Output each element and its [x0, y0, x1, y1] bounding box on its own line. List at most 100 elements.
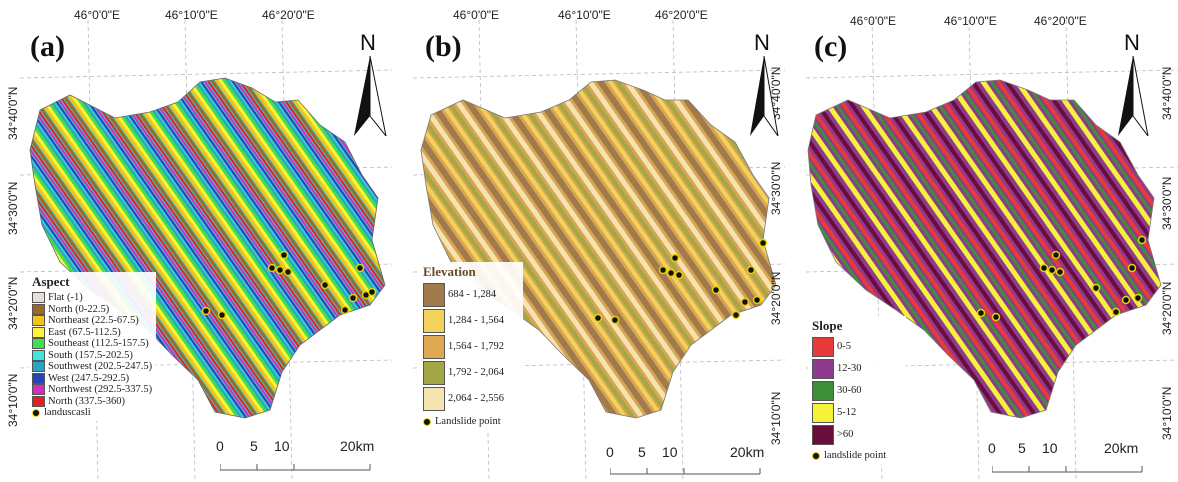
- legend-item: East (67.5-112.5): [32, 327, 152, 339]
- slope-map: [805, 19, 1178, 481]
- legend-item-label: Flat (-1): [48, 292, 83, 303]
- legend-item-label: 5-12: [837, 407, 857, 418]
- legend-item: 1,564 - 1,792: [423, 334, 519, 360]
- slope-legend: Slope 0-5 12-30 30-60 5-12 >60 landslide poi…: [808, 316, 906, 464]
- legend-swatch: [32, 349, 45, 361]
- legend-item-label: South (157.5-202.5): [48, 349, 133, 361]
- legend-swatch: [812, 403, 834, 423]
- legend-title: Elevation: [423, 264, 476, 279]
- legend-item-label: 1,792 - 2,064: [448, 367, 504, 378]
- legend-item-label: 684 - 1,284: [448, 289, 497, 300]
- legend-item: North (337.5-360): [32, 396, 152, 408]
- landslide-points-c: [976, 235, 1147, 322]
- lat-label: 34°20'0"N: [1160, 281, 1174, 335]
- legend-item: 5-12: [812, 402, 902, 424]
- legend-item: 30-60: [812, 380, 902, 402]
- legend-item-label: North (0-22.5): [48, 303, 110, 315]
- scale-label: 0: [988, 440, 996, 456]
- legend-point-row: Landslide point: [423, 416, 519, 428]
- legend-item-label: East (67.5-112.5): [48, 326, 121, 338]
- legend-item: North (0-22.5): [32, 304, 152, 316]
- lon-label: 46°0'0"E: [453, 8, 500, 22]
- scale-label: 20km: [340, 438, 375, 454]
- legend-item: Northwest (292.5-337.5): [32, 384, 152, 396]
- legend-swatch: [32, 395, 45, 407]
- legend-point-label: Landslide point: [435, 416, 501, 427]
- legend-swatch: [32, 292, 45, 304]
- legend-point-row: landslide point: [812, 450, 902, 462]
- scale-label: 20km: [730, 444, 765, 460]
- lat-label: 34°40'0"N: [1160, 66, 1174, 120]
- legend-item: Flat (-1): [32, 292, 152, 304]
- lat-label: 34°40'0"N: [6, 86, 20, 140]
- legend-item-label: 1,564 - 1,792: [448, 341, 504, 352]
- landslide-points-a: [201, 250, 377, 320]
- lon-label: 46°0'0"E: [74, 8, 121, 22]
- lat-label: 34°30'0"N: [1160, 176, 1174, 230]
- aspect-map: [19, 19, 392, 481]
- north-letter: N: [1124, 30, 1140, 55]
- legend-item-label: 30-60: [837, 385, 862, 396]
- legend-item-label: 0-5: [837, 341, 851, 352]
- legend-item-label: Northwest (292.5-337.5): [48, 384, 153, 395]
- legend-item: 0-5: [812, 336, 902, 358]
- landslide-point-icon: [32, 408, 40, 417]
- lat-label: 34°10'0"N: [1160, 386, 1174, 440]
- north-arrow-icon: [354, 56, 387, 136]
- legend-item-label: 1,284 - 1,564: [448, 315, 504, 326]
- scale-label: 0: [606, 444, 614, 460]
- legend-item: 1,792 - 2,064: [423, 360, 519, 386]
- legend-swatch: [812, 381, 834, 401]
- landslide-point-icon: [812, 451, 820, 460]
- legend-title: Slope: [812, 318, 843, 333]
- legend-item: >60: [812, 424, 902, 446]
- legend-item-label: Southeast (112.5-157.5): [48, 338, 149, 349]
- legend-item-label: West (247.5-292.5): [48, 372, 130, 384]
- scale-label: 0: [216, 438, 224, 454]
- legend-item: 12-30: [812, 358, 902, 380]
- elevation-legend: Elevation 684 - 1,284 1,284 - 1,564 1,564 …: [419, 262, 523, 430]
- scale-label: 5: [638, 444, 646, 460]
- lat-label: 34°10'0"N: [769, 391, 783, 445]
- legend-title: Aspect: [32, 274, 70, 289]
- elevation-map: [412, 19, 785, 481]
- map-panel-aspect: (a) 46°0'0"E 46°10'0"E 46°20'0"E 34°40'0…: [0, 0, 392, 482]
- landslide-point-icon: [423, 417, 431, 426]
- legend-swatch: [32, 315, 45, 327]
- lon-label: 46°20'0"E: [262, 8, 315, 22]
- legend-item-label: 2,064 - 2,556: [448, 393, 504, 404]
- panel-tag: (b): [425, 30, 462, 63]
- legend-item: Southwest (202.5-247.5): [32, 361, 152, 373]
- lon-label: 46°10'0"E: [165, 8, 218, 22]
- aspect-legend: Aspect Flat (-1) North (0-22.5) Northeast …: [28, 272, 157, 421]
- scale-label: 10: [274, 438, 290, 454]
- legend-swatch: [32, 372, 45, 384]
- legend-swatch: [32, 338, 45, 350]
- legend-point-label: landuscasli: [44, 407, 91, 418]
- map-panel-slope: (c) 46°0'0"E 46°10'0"E 46°20'0"E 34°40'0…: [786, 0, 1178, 482]
- legend-item: South (157.5-202.5): [32, 350, 152, 362]
- legend-swatch: [32, 326, 45, 338]
- north-letter: N: [754, 30, 770, 55]
- lat-label: 34°30'0"N: [6, 181, 20, 235]
- lon-label: 46°0'0"E: [850, 14, 897, 28]
- landslide-points-b: [593, 238, 768, 325]
- legend-swatch: [812, 337, 834, 357]
- scale-label: 5: [250, 438, 258, 454]
- legend-item-label: North (337.5-360): [48, 395, 125, 407]
- legend-item-label: >60: [837, 429, 854, 440]
- scale-ticks: [610, 468, 761, 475]
- legend-swatch: [423, 387, 445, 411]
- lon-label: 46°10'0"E: [944, 14, 997, 28]
- legend-item: 684 - 1,284: [423, 282, 519, 308]
- legend-swatch: [812, 425, 834, 445]
- legend-item: 1,284 - 1,564: [423, 308, 519, 334]
- lat-label: 34°20'0"N: [6, 276, 20, 330]
- legend-swatch: [423, 361, 445, 385]
- scale-ticks: [220, 464, 371, 471]
- legend-item: Southeast (112.5-157.5): [32, 338, 152, 350]
- lon-label: 46°20'0"E: [655, 8, 708, 22]
- lat-label: 34°20'0"N: [769, 271, 783, 325]
- map-panel-elevation: (b) 46°0'0"E 46°10'0"E 46°20'0"E 34°40'0…: [393, 0, 785, 482]
- scale-label: 20km: [1104, 440, 1139, 456]
